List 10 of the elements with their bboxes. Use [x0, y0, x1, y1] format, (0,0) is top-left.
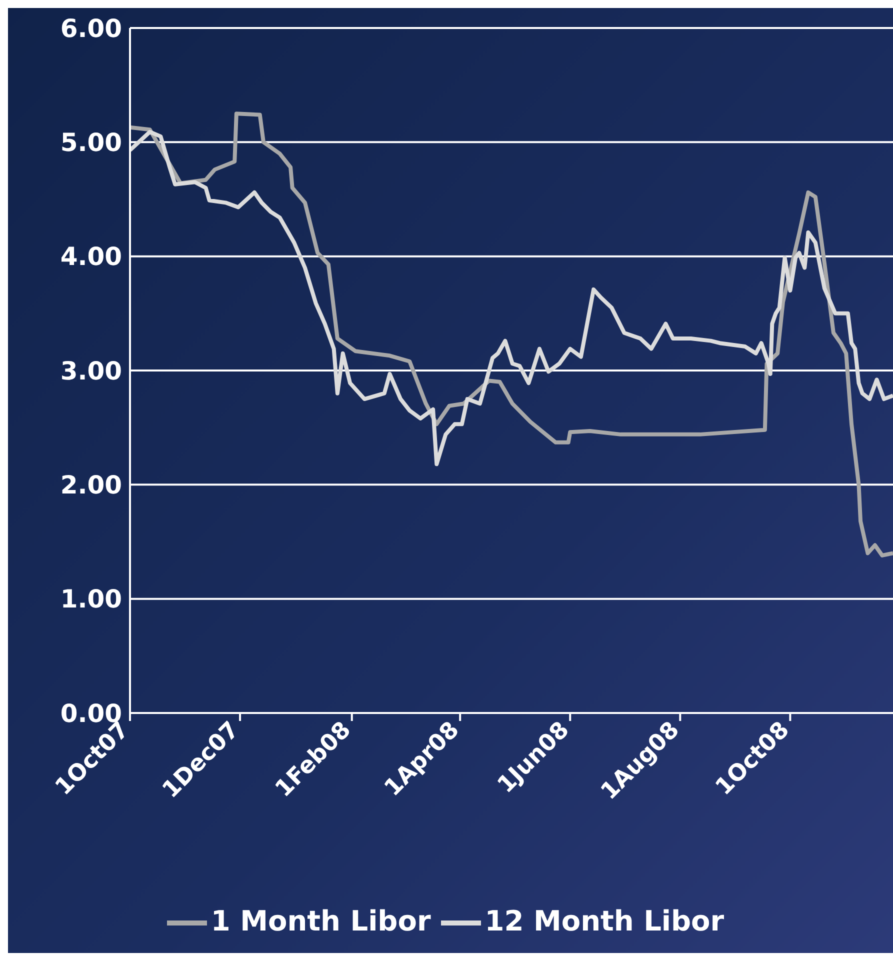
line-series [130, 130, 893, 466]
y-tick-label: 2.00 [60, 470, 122, 500]
y-tick-label: 6.00 [60, 14, 122, 43]
y-tick-label: 3.00 [60, 356, 122, 386]
legend-label: 12 Month Libor [484, 904, 724, 938]
legend-label: 1 Month Libor [210, 904, 431, 938]
y-tick-label: 5.00 [60, 128, 122, 158]
line-series [130, 112, 893, 558]
y-tick-label: 4.00 [60, 242, 122, 272]
y-tick-label: 1.00 [60, 584, 122, 614]
